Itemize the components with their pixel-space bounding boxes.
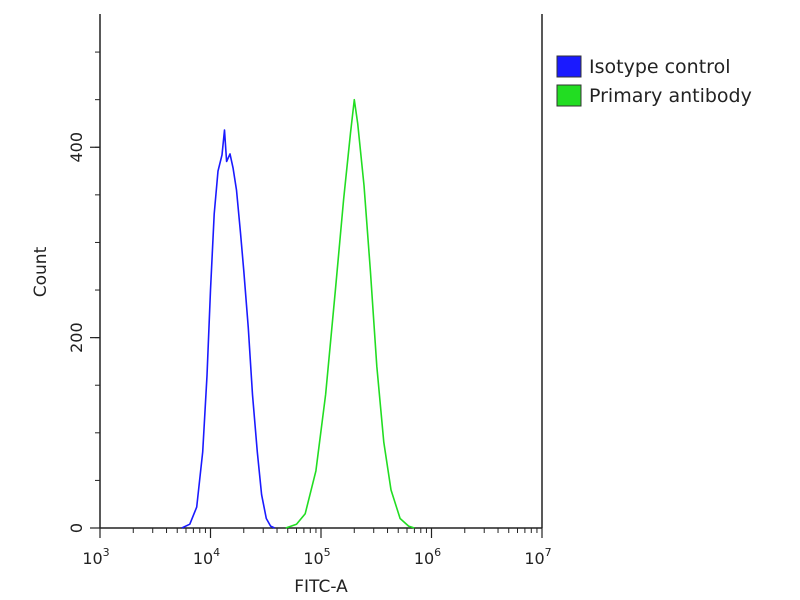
histogram-curves bbox=[181, 98, 415, 529]
x-tick-label-exponent: 4 bbox=[213, 546, 220, 559]
x-tick-label-base: 10 bbox=[82, 549, 102, 568]
legend-swatch-isotype-control bbox=[556, 55, 582, 78]
legend: Isotype control Primary antibody bbox=[556, 55, 752, 107]
x-minor-ticks bbox=[132, 528, 538, 533]
x-tick-label-base: 10 bbox=[193, 549, 213, 568]
legend-swatch-primary-antibody bbox=[556, 84, 582, 107]
y-tick-label: 0 bbox=[67, 523, 86, 533]
x-tick-label-exponent: 6 bbox=[434, 546, 441, 559]
x-tick-label: 104 bbox=[193, 546, 220, 568]
x-tick-labels: 103 104 105 106 107 bbox=[82, 528, 552, 568]
series-line-primary-antibody bbox=[285, 98, 415, 529]
legend-label-primary-antibody: Primary antibody bbox=[589, 85, 752, 107]
x-tick-label: 106 bbox=[414, 546, 441, 568]
x-axis-label: FITC-A bbox=[294, 577, 348, 597]
series-line-isotype-control bbox=[181, 129, 275, 529]
x-tick-label: 105 bbox=[303, 546, 330, 568]
legend-label-isotype-control: Isotype control bbox=[589, 56, 730, 78]
x-tick-label-base: 10 bbox=[414, 549, 434, 568]
y-tick-labels: 0 200 400 bbox=[67, 51, 100, 533]
x-tick-label-base: 10 bbox=[303, 549, 323, 568]
x-tick-label-exponent: 7 bbox=[545, 546, 552, 559]
x-tick-label-exponent: 5 bbox=[324, 546, 331, 559]
y-axis-label: Count bbox=[31, 246, 51, 297]
y-tick-label: 200 bbox=[67, 322, 86, 353]
x-tick-label-exponent: 3 bbox=[103, 546, 110, 559]
x-tick-label-base: 10 bbox=[524, 549, 544, 568]
x-tick-label: 103 bbox=[82, 546, 109, 568]
x-tick-label: 107 bbox=[524, 546, 551, 568]
plot-frame bbox=[99, 14, 543, 529]
y-tick-label: 400 bbox=[67, 132, 86, 163]
